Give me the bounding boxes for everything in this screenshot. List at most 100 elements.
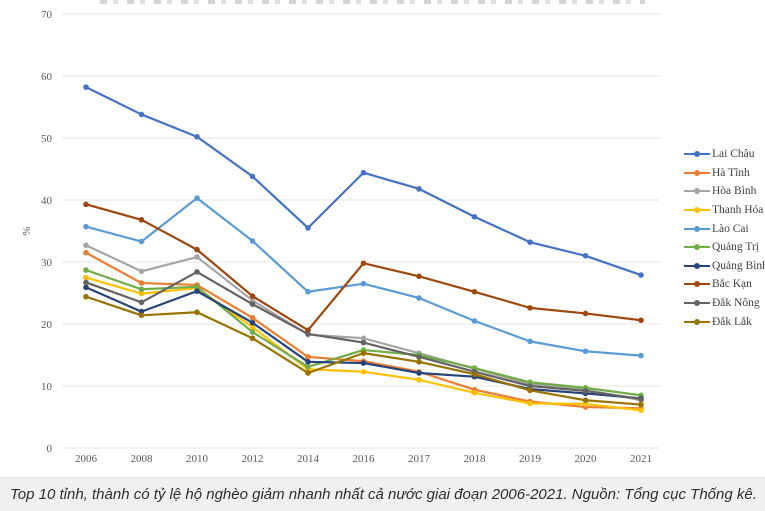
legend-marker-icon <box>684 280 710 288</box>
series-point-8 <box>138 299 145 306</box>
legend-label: Hòa Bình <box>712 185 757 198</box>
series-point-0 <box>83 84 89 90</box>
series-point-3 <box>416 377 422 383</box>
series-point-4 <box>194 195 200 201</box>
series-point-0 <box>582 253 589 259</box>
legend-item-8: Đắk Nông <box>684 294 764 313</box>
series-point-2 <box>194 254 200 260</box>
y-axis-tick-label: 20 <box>41 319 53 331</box>
series-point-0 <box>138 111 145 118</box>
series-point-4 <box>527 338 533 345</box>
x-axis-tick-label: 2020 <box>575 453 598 465</box>
y-axis-title: % <box>21 226 33 235</box>
series-point-9 <box>527 387 533 394</box>
y-axis-tick-label: 30 <box>41 257 53 269</box>
series-point-5 <box>83 267 89 273</box>
series-point-9 <box>194 309 200 316</box>
x-axis-tick-label: 2018 <box>464 453 487 465</box>
series-point-8 <box>194 269 200 275</box>
series-point-9 <box>471 371 478 378</box>
x-axis-tick-label: 2016 <box>353 453 376 465</box>
series-point-2 <box>360 335 367 342</box>
x-axis-tick-label: 2014 <box>297 453 320 465</box>
x-axis-tick-label: 2017 <box>408 453 431 465</box>
series-point-7 <box>582 310 589 317</box>
legend-item-0: Lai Châu <box>684 145 764 164</box>
series-point-8 <box>360 339 367 346</box>
legend-label: Bắc Kạn <box>712 278 752 291</box>
series-point-9 <box>582 397 589 404</box>
series-point-6 <box>83 284 89 291</box>
series-point-0 <box>416 186 422 192</box>
series-line-2 <box>84 244 643 402</box>
legend-marker-icon <box>684 187 710 195</box>
series-point-6 <box>416 370 422 376</box>
y-axis-tick-label: 10 <box>41 381 53 393</box>
legend-item-1: Hà Tĩnh <box>684 164 764 183</box>
chart-legend: Lai Châu Hà Tĩnh Hòa Bình Thanh Hóa Lào Cai Q… <box>684 145 765 331</box>
legend-label: Đắk Nông <box>712 297 760 310</box>
series-point-9 <box>360 350 367 356</box>
legend-dot-icon <box>694 225 700 232</box>
series-point-3 <box>471 390 478 396</box>
series-point-6 <box>305 359 311 365</box>
legend-dot-icon <box>694 207 700 214</box>
series-point-0 <box>360 169 367 176</box>
series-point-8 <box>416 354 422 360</box>
y-axis-tick-label: 0 <box>47 443 53 455</box>
legend-item-7: Bắc Kạn <box>684 275 764 294</box>
legend-item-6: Quảng Bình <box>684 257 765 276</box>
legend-item-4: Lào Cai <box>684 219 764 238</box>
series-point-9 <box>638 401 644 408</box>
legend-marker-icon <box>684 318 710 326</box>
series-point-5 <box>194 284 200 290</box>
series-point-1 <box>138 280 145 286</box>
series-point-4 <box>471 318 478 324</box>
x-axis-tick-label: 2012 <box>242 453 264 465</box>
cropped-title-fragments <box>100 0 645 4</box>
series-point-8 <box>582 388 589 394</box>
series-point-9 <box>83 293 89 300</box>
legend-item-5: Quảng Trị <box>684 238 764 257</box>
x-axis-tick-label: 2021 <box>630 453 652 465</box>
legend-marker-icon <box>684 225 710 233</box>
series-point-3 <box>360 368 367 375</box>
series-point-9 <box>138 312 145 319</box>
legend-label: Thanh Hóa <box>712 204 764 217</box>
series-point-3 <box>638 407 644 413</box>
x-axis-tick-label: 2019 <box>519 453 542 465</box>
series-point-8 <box>527 383 533 389</box>
y-axis-tick-label: 40 <box>41 195 53 207</box>
series-point-4 <box>416 295 422 301</box>
series-point-0 <box>638 272 644 278</box>
series-line-4 <box>84 197 643 357</box>
caption-bar: Top 10 tỉnh, thành có tỷ lệ hộ nghèo giả… <box>0 477 765 511</box>
series-point-7 <box>83 201 89 208</box>
legend-marker-icon <box>684 169 710 177</box>
legend-dot-icon <box>694 169 700 176</box>
x-axis-tick-label: 2008 <box>131 453 154 465</box>
legend-label: Hà Tĩnh <box>712 166 750 179</box>
series-point-2 <box>138 268 145 275</box>
series-point-3 <box>249 324 256 330</box>
legend-dot-icon <box>694 244 700 251</box>
series-line-7 <box>84 203 643 332</box>
series-point-3 <box>527 400 533 407</box>
series-point-4 <box>249 238 256 244</box>
series-point-0 <box>249 173 256 180</box>
series-point-1 <box>249 315 256 321</box>
series-point-8 <box>638 396 644 402</box>
series-point-6 <box>249 319 256 326</box>
series-point-0 <box>471 213 478 220</box>
series-point-7 <box>360 260 367 267</box>
legend-item-9: Đắk Lắk <box>684 312 764 331</box>
legend-dot-icon <box>694 262 700 269</box>
series-point-5 <box>305 363 311 370</box>
series-point-4 <box>83 223 89 230</box>
legend-dot-icon <box>694 300 700 307</box>
series-point-3 <box>138 290 145 297</box>
series-point-8 <box>83 279 89 286</box>
series-point-8 <box>249 301 256 307</box>
legend-item-3: Thanh Hóa <box>684 201 764 220</box>
series-point-0 <box>194 133 200 140</box>
